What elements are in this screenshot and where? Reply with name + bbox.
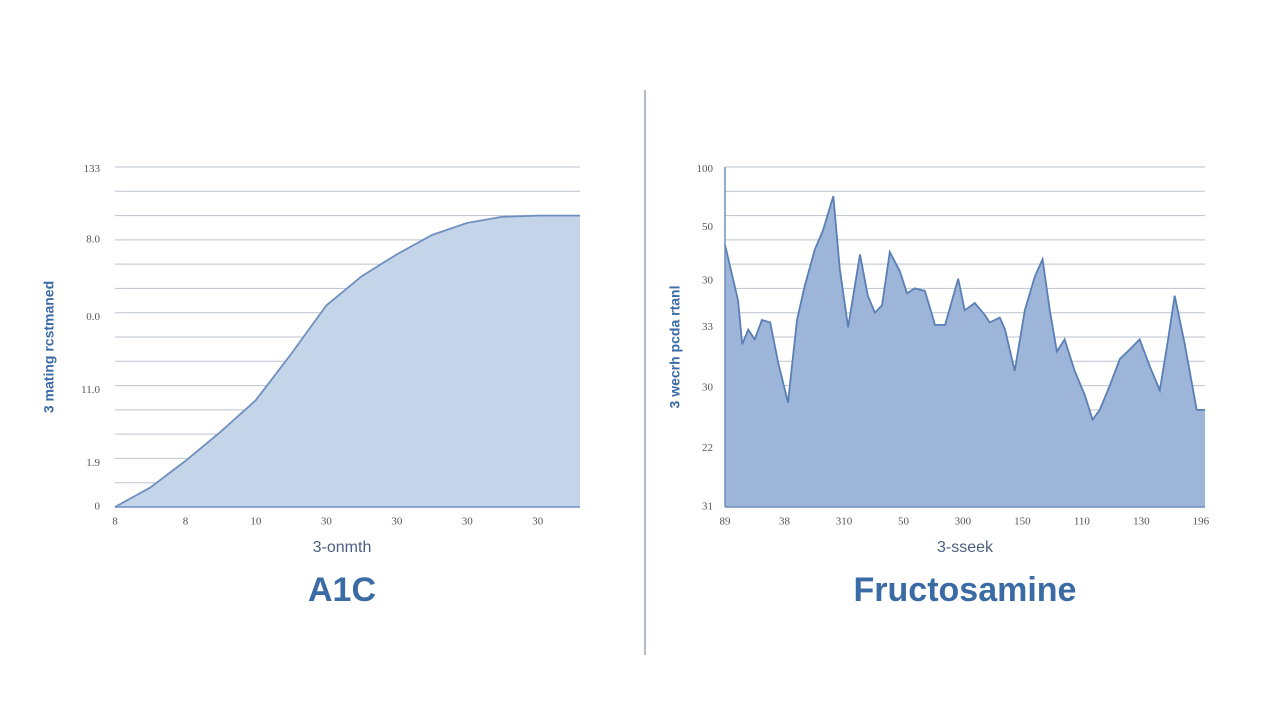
y-tick-label: 22 xyxy=(702,442,713,454)
y-axis-label: 3 mating rcstmaned xyxy=(41,281,57,413)
x-tick-label: 130 xyxy=(1133,516,1150,528)
x-tick-label: 30 xyxy=(321,516,333,528)
x-tick-label: 8 xyxy=(112,516,118,528)
y-tick-label: 0.0 xyxy=(86,311,100,323)
y-tick-label: 133 xyxy=(84,163,101,175)
y-tick-label: 31 xyxy=(702,501,713,513)
x-tick-label: 30 xyxy=(391,516,403,528)
y-tick-label: 30 xyxy=(702,275,714,287)
y-tick-label: 8.0 xyxy=(86,233,100,245)
y-tick-label: 50 xyxy=(702,221,714,233)
y-axis-label: 3 wecrh pcda rtanl xyxy=(667,286,683,409)
chart-title: A1C xyxy=(308,571,376,609)
x-axis-label: 3-onmth xyxy=(313,539,372,556)
x-tick-label: 150 xyxy=(1014,516,1031,528)
x-tick-label: 300 xyxy=(955,516,972,528)
x-tick-label: 50 xyxy=(898,516,910,528)
x-axis-label: 3-sseek xyxy=(937,539,994,556)
y-tick-label: 1.9 xyxy=(86,457,100,469)
area-line xyxy=(114,214,580,508)
chart-title: Fructosamine xyxy=(854,571,1077,609)
area xyxy=(725,196,1205,507)
y-tick-label: 33 xyxy=(702,321,714,333)
x-tick-label: 196 xyxy=(1193,516,1210,528)
y-tick-label: 100 xyxy=(697,163,714,175)
x-tick-label: 89 xyxy=(720,516,732,528)
x-tick-label: 10 xyxy=(250,516,262,528)
x-tick-label: 30 xyxy=(462,516,474,528)
y-tick-label: 11.0 xyxy=(81,384,100,396)
x-tick-label: 110 xyxy=(1074,516,1091,528)
y-tick-label: 0 xyxy=(95,501,101,513)
x-tick-label: 38 xyxy=(779,516,791,528)
area xyxy=(115,215,580,507)
x-tick-label: 30 xyxy=(532,516,544,528)
area-line xyxy=(724,195,1205,422)
x-tick-label: 8 xyxy=(183,516,189,528)
x-tick-label: 310 xyxy=(836,516,853,528)
y-tick-label: 30 xyxy=(702,382,714,394)
